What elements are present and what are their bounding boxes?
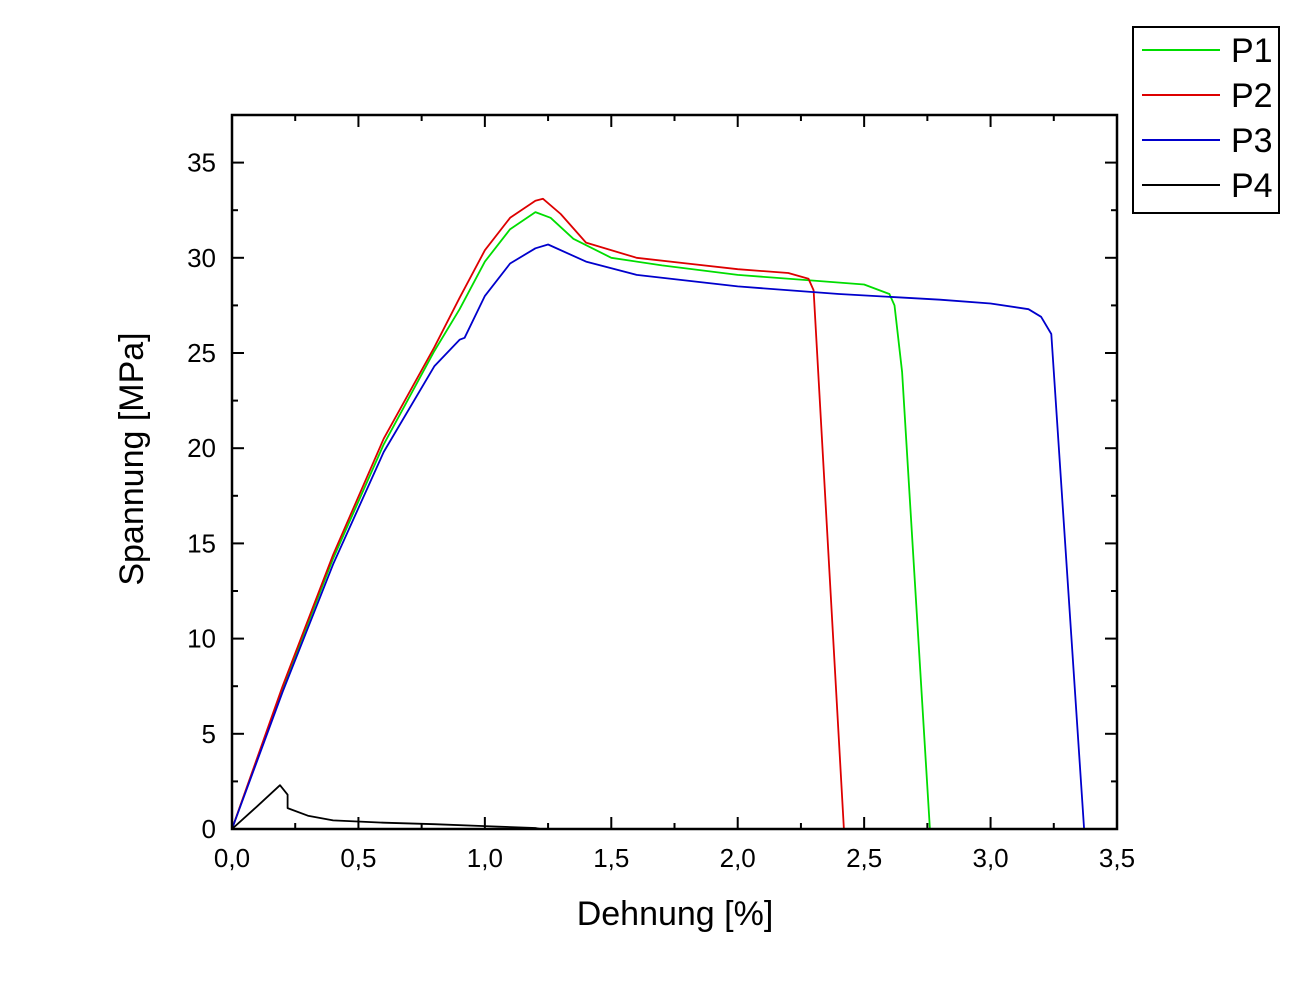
x-tick-label: 2,5: [846, 843, 882, 873]
series-line-p3: [231, 243, 1085, 830]
x-tick-label: 3,0: [972, 843, 1008, 873]
x-tick-label: 0,0: [214, 843, 250, 873]
series-line-p2: [231, 197, 845, 830]
legend-box: [1132, 26, 1280, 214]
x-tick-label: 2,0: [720, 843, 756, 873]
tick-labels: 0,0 0,5 1,0 1,5 2,0 2,5 3,0 3,5 0 5 10 15 20 25 30 35: [187, 148, 1135, 873]
plot-frame: [230, 113, 1119, 831]
x-tick-label: 1,0: [467, 843, 503, 873]
y-tick-label: 25: [187, 338, 216, 368]
y-tick-label: 35: [187, 148, 216, 178]
ticks-layer: [231, 115, 1118, 830]
legend-label-p2: P2: [1231, 77, 1273, 115]
series-line-p4: [231, 784, 541, 830]
series-line-p1: [231, 211, 931, 830]
legend: P1 P2 P3 P4: [1132, 26, 1280, 214]
series-layer: [231, 197, 1085, 830]
legend-label-p4: P4: [1231, 167, 1273, 205]
y-tick-label: 10: [187, 624, 216, 654]
legend-label-p1: P1: [1231, 32, 1273, 70]
y-axis-title: Spannung [MPa]: [113, 332, 151, 585]
y-tick-label: 30: [187, 243, 216, 273]
x-axis-title: Dehnung [%]: [577, 895, 774, 933]
x-tick-label: 3,5: [1099, 843, 1135, 873]
legend-label-p3: P3: [1231, 122, 1273, 160]
y-tick-label: 20: [187, 433, 216, 463]
x-tick-label: 0,5: [340, 843, 376, 873]
x-tick-label: 1,5: [593, 843, 629, 873]
y-tick-label: 15: [187, 528, 216, 558]
y-tick-label: 0: [202, 814, 216, 844]
y-tick-label: 5: [202, 719, 216, 749]
